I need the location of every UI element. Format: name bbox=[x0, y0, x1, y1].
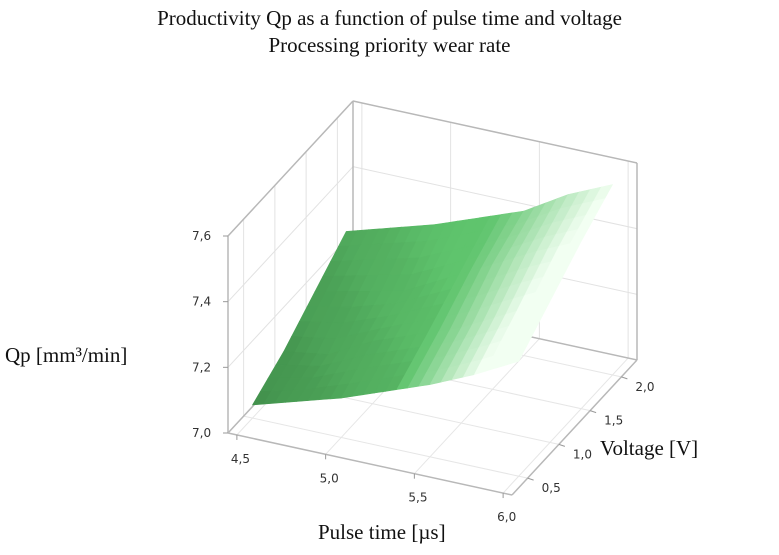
axis-line bbox=[352, 100, 638, 164]
y-tick-mark bbox=[558, 443, 566, 447]
gridline bbox=[502, 357, 629, 494]
y-tick-label: 0,5 bbox=[542, 481, 561, 495]
gridline bbox=[227, 231, 354, 368]
x-axis-label: Pulse time [µs] bbox=[318, 520, 446, 544]
z-tick-label: 7,4 bbox=[192, 295, 211, 309]
x-tick-label: 4,5 bbox=[231, 452, 250, 466]
y-tick-label: 1,0 bbox=[573, 447, 592, 461]
surface bbox=[251, 184, 614, 406]
y-tick-mark bbox=[527, 477, 534, 481]
y-tick-mark bbox=[589, 410, 597, 414]
tick-labels: 4,5 5,0 5,5 6,0 0,5 1,0 1,5 2,0 7,0 7,2 … bbox=[192, 229, 654, 524]
x-tick-label: 5,5 bbox=[408, 491, 427, 505]
gridline bbox=[227, 166, 354, 303]
axis-line bbox=[227, 100, 354, 237]
surface-patch bbox=[507, 345, 528, 366]
axis-line bbox=[227, 432, 513, 496]
chart-title: Productivity Qp as a function of pulse t… bbox=[157, 6, 622, 30]
gridline bbox=[243, 415, 528, 479]
x-tick-label: 6,0 bbox=[497, 510, 516, 524]
y-tick-mark bbox=[621, 376, 628, 380]
z-tick-label: 7,2 bbox=[192, 360, 211, 374]
y-tick-label: 2,0 bbox=[635, 380, 654, 394]
z-tick-label: 7,6 bbox=[192, 229, 211, 243]
z-axis-label: Qp [mm³/min] bbox=[5, 343, 128, 367]
axis-line bbox=[511, 359, 638, 496]
y-axis-label: Voltage [V] bbox=[600, 436, 699, 460]
z-tick-label: 7,0 bbox=[192, 426, 211, 440]
y-tick-label: 1,5 bbox=[604, 414, 623, 428]
x-tick-label: 5,0 bbox=[320, 471, 339, 485]
chart-subtitle: Processing priority wear rate bbox=[268, 33, 511, 57]
